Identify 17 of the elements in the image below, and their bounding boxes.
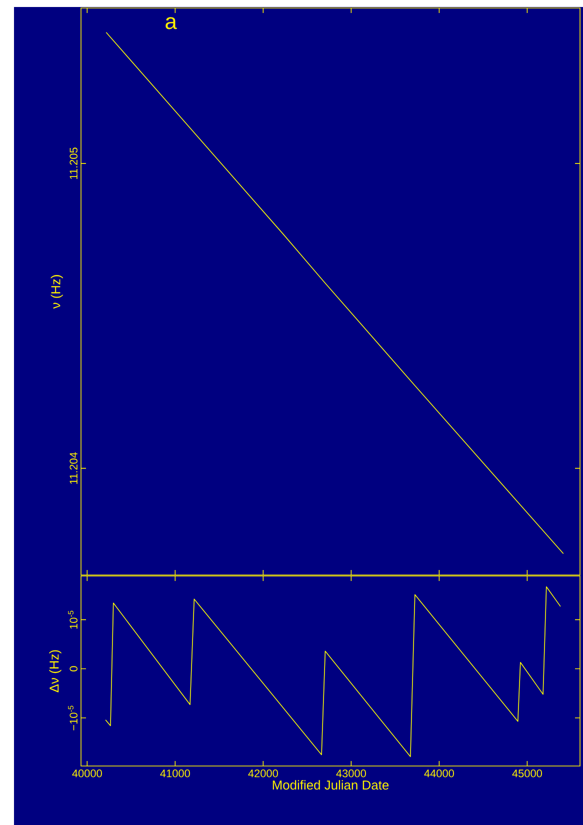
x-tick-label: 41000 xyxy=(160,770,190,778)
x-tick-label: 40000 xyxy=(72,770,102,778)
x-tick-label: 45000 xyxy=(512,770,542,778)
y-tick-label: 0 xyxy=(70,666,78,672)
y-tick-label: −10$^{-5}$ xyxy=(68,706,78,730)
line-series xyxy=(106,32,564,554)
annotation: a xyxy=(166,17,177,30)
y-axis-title: Δν (Hz) xyxy=(49,650,62,692)
x-axis-title: Modified Julian Date xyxy=(272,780,389,790)
line-series xyxy=(105,586,561,758)
x-tick-label: 42000 xyxy=(248,770,278,778)
y-tick-label: 11.205 xyxy=(70,148,78,179)
y-tick-label: 10$^{-5}$ xyxy=(68,610,78,629)
y-axis-title: ν (Hz) xyxy=(50,275,63,309)
x-tick-label: 43000 xyxy=(336,770,366,778)
x-tick-label: 44000 xyxy=(424,770,454,778)
y-tick-label: 11.204 xyxy=(70,452,78,484)
